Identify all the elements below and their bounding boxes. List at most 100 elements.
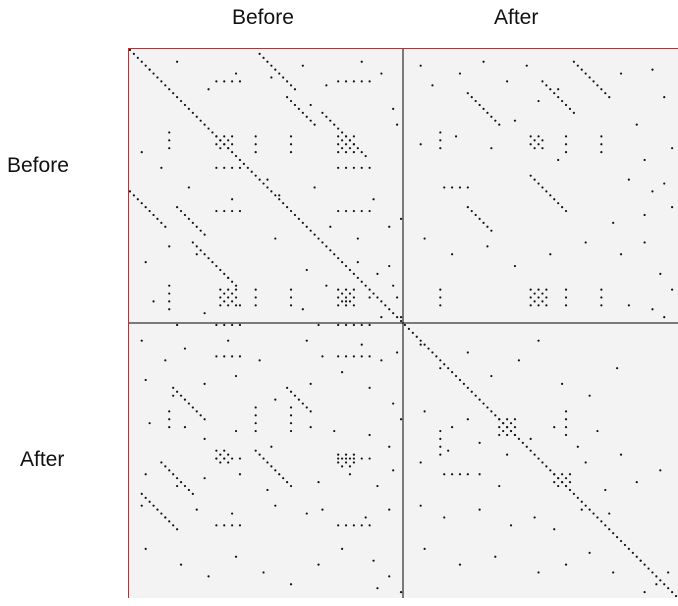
scatter-dot: [266, 178, 269, 181]
scatter-dot: [325, 284, 328, 287]
diagonal-dot: [333, 253, 336, 256]
scatter-dot: [203, 382, 206, 385]
scatter-dot: [195, 508, 198, 511]
scatter-dot: [553, 528, 556, 531]
row-dot: [238, 457, 242, 460]
diagonal-dot: [238, 158, 242, 162]
diagonal-dot: [411, 331, 414, 334]
row-dot: [368, 209, 371, 213]
scatter-dot: [588, 394, 591, 397]
scatter-dot: [187, 186, 190, 189]
diagonal-dot: [651, 571, 654, 574]
cluster-dot: [557, 477, 560, 480]
scatter-dot: [506, 453, 509, 456]
band-dot: [545, 84, 548, 87]
band-dot: [258, 52, 261, 55]
scatter-dot: [262, 571, 265, 574]
column-dot: [168, 147, 171, 150]
scatter-dot: [431, 84, 434, 87]
cluster-dot: [223, 292, 226, 295]
diagonal-dot: [478, 398, 481, 401]
column-dot: [254, 414, 257, 417]
scatter-dot: [274, 237, 277, 240]
scatter-dot: [423, 547, 426, 550]
cluster-dot: [344, 461, 348, 464]
cluster-dot: [344, 143, 348, 146]
diagonal-dot: [364, 284, 367, 287]
column-dot: [564, 410, 568, 413]
diagonal-dot: [168, 88, 171, 91]
scatter-dot: [238, 304, 242, 307]
scatter-dot: [651, 308, 654, 311]
scatter-dot: [490, 147, 493, 150]
cluster-dot: [223, 143, 226, 146]
row-dot: [223, 80, 226, 83]
band-dot: [183, 213, 187, 217]
band-dot: [179, 394, 183, 397]
scatter-dot: [388, 264, 391, 268]
band-dot: [596, 84, 599, 87]
row-dot: [231, 524, 234, 527]
scatter-dot: [639, 559, 642, 562]
scatter-dot: [557, 158, 560, 162]
cluster-dot: [337, 151, 340, 154]
diagonal-dot: [266, 186, 269, 189]
diagonal-dot: [313, 233, 316, 236]
diagonal-dot: [348, 268, 352, 272]
band-dot: [568, 107, 572, 110]
scatter-dot: [643, 158, 646, 162]
band-dot: [266, 461, 269, 464]
scatter-dot: [388, 225, 391, 228]
cluster-dot: [541, 300, 544, 303]
cluster-dot: [513, 433, 517, 437]
column-dot: [600, 151, 603, 154]
diagonal-dot: [372, 292, 375, 295]
band-dot: [289, 84, 293, 87]
cluster-dot: [537, 288, 540, 291]
diagonal-dot: [380, 300, 383, 303]
diagonal-dot: [136, 56, 139, 59]
scatter-dot: [144, 261, 147, 264]
scatter-dot: [525, 64, 528, 67]
column-dot: [254, 288, 257, 291]
cluster-dot: [223, 300, 226, 303]
row-dot: [337, 524, 340, 527]
cluster-dot: [529, 143, 532, 146]
scatter-dot: [667, 571, 670, 574]
scatter-dot: [458, 563, 462, 566]
diagonal-dot: [258, 178, 261, 181]
cluster-dot: [537, 135, 540, 138]
diagonal-dot: [447, 367, 450, 370]
band-dot: [160, 221, 163, 224]
band-dot: [604, 92, 607, 95]
scatter-dot: [380, 316, 383, 319]
cluster-dot: [348, 457, 352, 460]
band-dot: [183, 484, 187, 488]
row-dot: [337, 355, 340, 358]
band-dot: [187, 217, 190, 220]
diagonal-dot: [392, 312, 395, 315]
row-label-after: After: [20, 448, 65, 471]
band-dot: [191, 492, 194, 495]
scatter-dot: [553, 426, 556, 429]
row-dot: [223, 355, 226, 358]
band-dot: [293, 394, 297, 397]
scatter-dot: [183, 347, 187, 350]
scatter-dot: [396, 296, 399, 299]
cluster-dot: [344, 151, 348, 154]
cluster-dot: [352, 143, 355, 146]
diagonal-dot: [344, 264, 348, 268]
band-dot: [341, 131, 344, 134]
diagonal-dot: [231, 151, 234, 154]
cluster-dot: [545, 304, 548, 307]
column-dot: [254, 422, 257, 425]
column-dot: [289, 414, 293, 417]
column-dot: [168, 131, 171, 134]
band-dot: [608, 96, 611, 99]
band-dot: [286, 386, 289, 389]
band-dot: [195, 245, 198, 248]
diagonal-dot: [435, 355, 438, 358]
diagonal-dot: [616, 536, 619, 539]
scatter-dot: [203, 437, 206, 440]
diagonal-dot: [199, 119, 202, 122]
